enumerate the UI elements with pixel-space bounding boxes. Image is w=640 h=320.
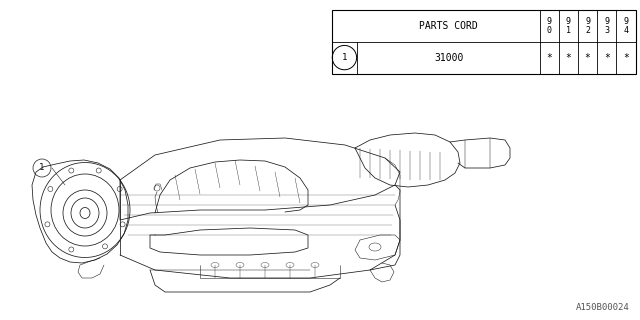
Bar <box>332 10 636 74</box>
Text: 1: 1 <box>39 164 45 172</box>
Text: 9
2: 9 2 <box>585 17 590 35</box>
Text: 1: 1 <box>342 53 347 62</box>
Text: PARTS CORD: PARTS CORD <box>419 20 478 31</box>
Text: *: * <box>547 52 552 63</box>
Text: 9
1: 9 1 <box>566 17 571 35</box>
Text: *: * <box>604 52 610 63</box>
Text: 9
3: 9 3 <box>604 17 609 35</box>
Text: *: * <box>585 52 591 63</box>
Text: 9
0: 9 0 <box>547 17 552 35</box>
Text: 9
4: 9 4 <box>623 17 628 35</box>
Text: *: * <box>623 52 629 63</box>
Text: A150B00024: A150B00024 <box>576 303 630 312</box>
Text: 31000: 31000 <box>434 52 463 63</box>
Text: *: * <box>566 52 572 63</box>
